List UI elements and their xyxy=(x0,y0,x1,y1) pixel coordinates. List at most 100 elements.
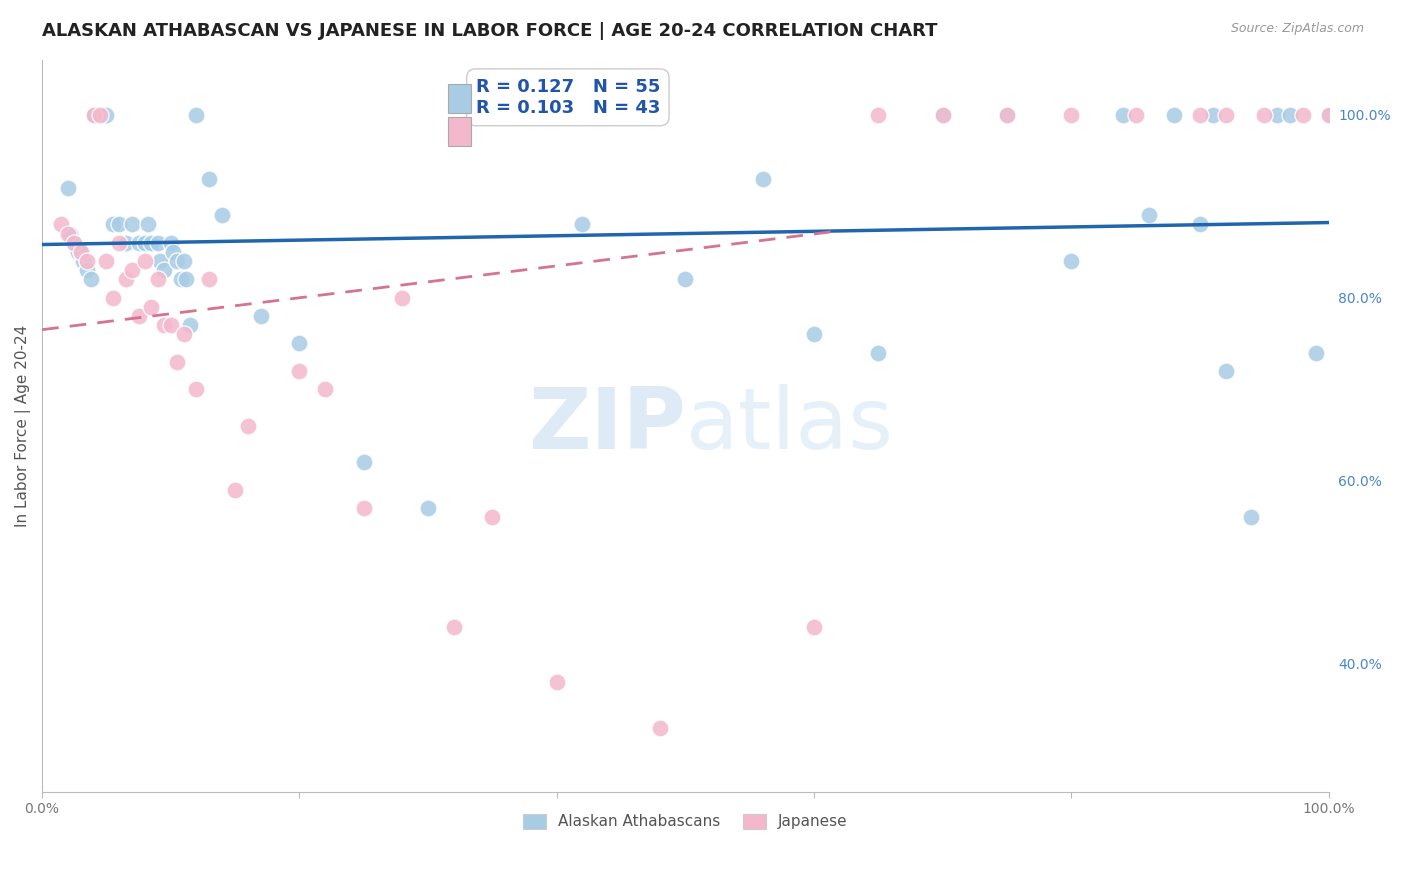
Point xyxy=(134,254,156,268)
Point xyxy=(803,327,825,342)
Point xyxy=(83,107,105,121)
Point xyxy=(803,620,825,634)
Point xyxy=(76,254,98,268)
Point xyxy=(868,107,890,121)
Text: atlas: atlas xyxy=(685,384,893,467)
Point xyxy=(153,263,176,277)
Point xyxy=(121,218,143,232)
Point xyxy=(198,272,221,286)
Point xyxy=(159,318,181,332)
Point xyxy=(173,254,195,268)
Point xyxy=(69,244,91,259)
Point xyxy=(1060,107,1083,121)
Point xyxy=(288,336,311,351)
Point xyxy=(101,291,124,305)
Point xyxy=(146,272,169,286)
FancyBboxPatch shape xyxy=(449,84,471,113)
Point xyxy=(186,107,208,121)
Point xyxy=(101,218,124,232)
Point xyxy=(173,327,195,342)
Point xyxy=(995,107,1018,121)
Point xyxy=(391,291,413,305)
Point xyxy=(114,235,136,250)
Point xyxy=(1137,208,1160,222)
Point xyxy=(67,244,90,259)
Point xyxy=(571,218,593,232)
Point xyxy=(353,455,375,469)
Point xyxy=(83,107,105,121)
Point xyxy=(1202,107,1225,121)
Point xyxy=(314,382,336,396)
Point xyxy=(1317,107,1340,121)
Point xyxy=(931,107,953,121)
Point xyxy=(481,510,503,524)
Point xyxy=(114,272,136,286)
Point xyxy=(72,254,94,268)
Point xyxy=(174,272,197,286)
Text: ALASKAN ATHABASCAN VS JAPANESE IN LABOR FORCE | AGE 20-24 CORRELATION CHART: ALASKAN ATHABASCAN VS JAPANESE IN LABOR … xyxy=(42,22,938,40)
Text: R = 0.127   N = 55
R = 0.103   N = 43: R = 0.127 N = 55 R = 0.103 N = 43 xyxy=(475,78,659,117)
Point xyxy=(1188,218,1211,232)
Point xyxy=(1188,107,1211,121)
Point xyxy=(162,244,184,259)
Point xyxy=(69,244,91,259)
Point xyxy=(166,254,188,268)
Point xyxy=(96,107,118,121)
Point xyxy=(1125,107,1147,121)
Point xyxy=(141,235,163,250)
Point xyxy=(153,318,176,332)
Text: Source: ZipAtlas.com: Source: ZipAtlas.com xyxy=(1230,22,1364,36)
Point xyxy=(76,263,98,277)
Point xyxy=(1060,254,1083,268)
Point xyxy=(1112,107,1135,121)
Y-axis label: In Labor Force | Age 20-24: In Labor Force | Age 20-24 xyxy=(15,325,31,527)
Point xyxy=(1265,107,1288,121)
Point xyxy=(51,218,73,232)
Point xyxy=(250,309,273,323)
Point xyxy=(416,501,439,516)
Point xyxy=(1253,107,1275,121)
Point xyxy=(751,171,773,186)
Point xyxy=(1305,345,1327,359)
Text: ZIP: ZIP xyxy=(527,384,685,467)
Legend: Alaskan Athabascans, Japanese: Alaskan Athabascans, Japanese xyxy=(517,808,853,836)
Point xyxy=(648,721,671,735)
Point xyxy=(186,382,208,396)
Point xyxy=(59,227,82,241)
Point xyxy=(931,107,953,121)
Point xyxy=(995,107,1018,121)
Point xyxy=(353,501,375,516)
Point xyxy=(56,227,79,241)
Point xyxy=(56,180,79,194)
Point xyxy=(108,218,131,232)
Point xyxy=(546,675,568,690)
Point xyxy=(198,171,221,186)
Point xyxy=(166,354,188,368)
Point xyxy=(121,263,143,277)
Point xyxy=(63,235,86,250)
Point xyxy=(1215,364,1237,378)
Point xyxy=(673,272,696,286)
Point xyxy=(63,235,86,250)
Point xyxy=(211,208,233,222)
Point xyxy=(128,309,150,323)
Point xyxy=(1215,107,1237,121)
Point xyxy=(236,418,259,433)
Point xyxy=(96,254,118,268)
Point xyxy=(159,235,181,250)
FancyBboxPatch shape xyxy=(449,117,471,146)
Point xyxy=(141,300,163,314)
Point xyxy=(149,254,172,268)
Point xyxy=(108,235,131,250)
Point xyxy=(1317,107,1340,121)
Point xyxy=(134,235,156,250)
Point xyxy=(170,272,193,286)
Point xyxy=(136,218,159,232)
Point xyxy=(146,235,169,250)
Point xyxy=(288,364,311,378)
Point xyxy=(128,235,150,250)
Point xyxy=(1279,107,1302,121)
Point xyxy=(1163,107,1185,121)
Point xyxy=(179,318,201,332)
Point xyxy=(224,483,246,497)
